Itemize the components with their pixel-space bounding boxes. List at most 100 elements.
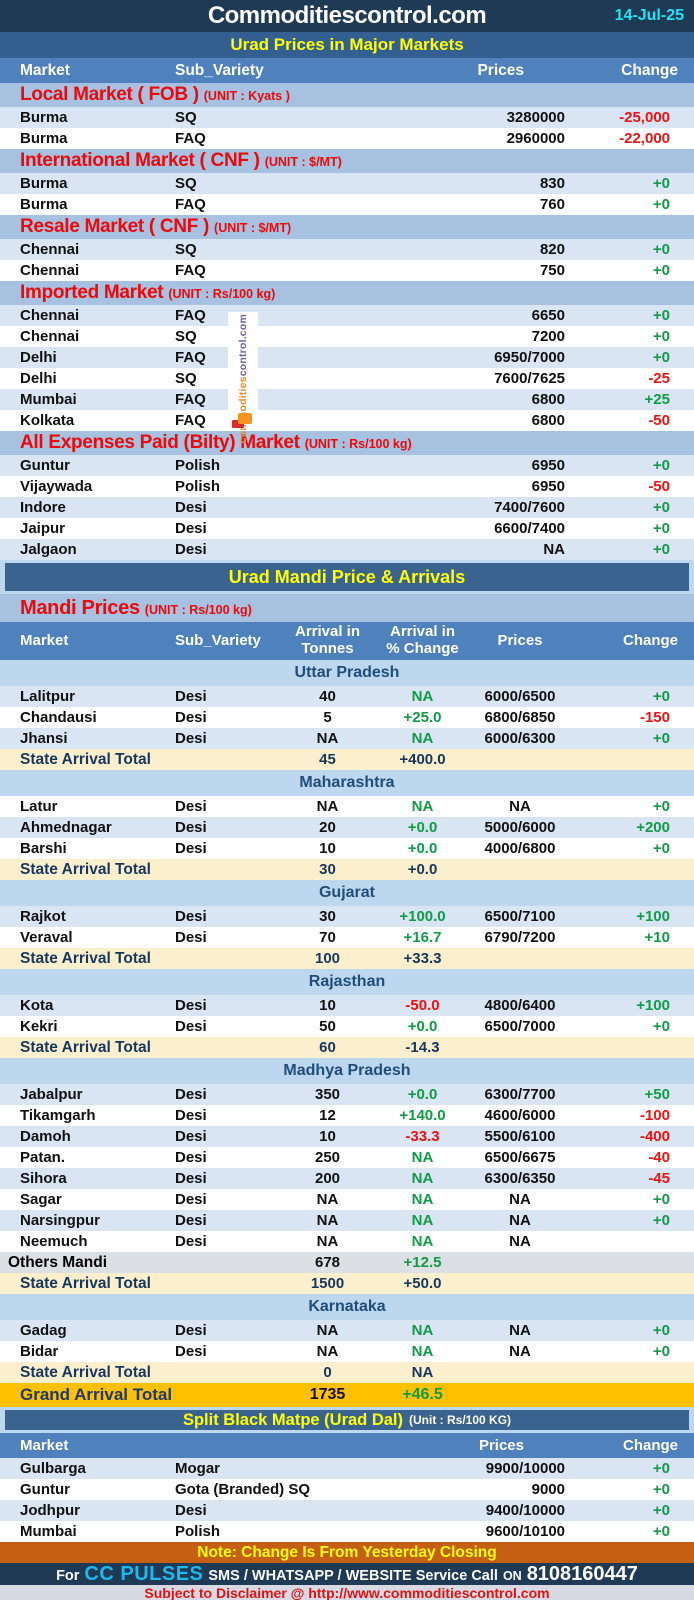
arrival-pct-cell: +25.0	[403, 709, 442, 726]
market-cell: Narsingpur	[20, 1212, 101, 1229]
price-cell: 4000/6800	[484, 840, 556, 857]
arrival-pct-cell: +50.0	[403, 1275, 442, 1292]
table-row: Gadag Desi NA NA NA +0	[0, 1320, 694, 1341]
market-cell: Neemuch	[20, 1233, 88, 1250]
matpe-column-header: Market Prices Change	[0, 1433, 694, 1458]
change-cell: +50	[644, 1086, 670, 1103]
market-cell: Kolkata	[20, 412, 75, 429]
mandi-column-header: Market Sub_Variety Arrival in Tonnes Arr…	[0, 622, 694, 660]
section-title: Imported Market	[20, 282, 164, 303]
report-date: 14-Jul-25	[614, 7, 684, 24]
change-cell: +0	[652, 499, 670, 516]
total-label: State Arrival Total	[20, 861, 151, 878]
sub-variety-cell: Desi	[175, 1343, 207, 1360]
table-row: Sihora Desi 200 NA 6300/6350 -45	[0, 1168, 694, 1189]
note-bar: Note: Change Is From Yesterday Closing	[0, 1542, 694, 1563]
section-unit: (UNIT : Rs/100 kg)	[168, 287, 276, 301]
change-cell: +0	[652, 1343, 670, 1360]
market-cell: Jhansi	[20, 730, 68, 747]
market-cell: Chandausi	[20, 709, 97, 726]
col-prices: Prices	[477, 61, 524, 79]
state-arrival-total-row: State Arrival Total 30 +0.0	[0, 859, 694, 880]
table-row: Gulbarga Mogar 9900/10000 +0	[0, 1458, 694, 1479]
sub-variety-cell: Desi	[175, 1128, 207, 1145]
table-row: Veraval Desi 70 +16.7 6790/7200 +10	[0, 927, 694, 948]
major-table-title-bar: Urad Prices in Major Markets	[0, 32, 694, 58]
arrival-pct-cell: NA	[411, 1364, 434, 1381]
state-arrival-total-row: State Arrival Total 60 -14.3	[0, 1037, 694, 1058]
matpe-title: Split Black Matpe (Urad Dal)	[182, 1410, 404, 1429]
change-cell: +0	[652, 1191, 670, 1208]
arrival-tonnes-cell: 30	[319, 861, 336, 878]
change-cell: +0	[652, 1460, 670, 1477]
state-arrival-total-row: State Arrival Total 0 NA	[0, 1362, 694, 1383]
sub-variety-cell: Desi	[175, 1502, 207, 1519]
watermark: commoditiescontrol.com	[228, 312, 258, 443]
price-cell: 9600/10100	[485, 1523, 565, 1540]
col-market: Market	[20, 61, 70, 79]
price-cell: 6500/6675	[484, 1149, 556, 1166]
matpe-table-body: Gulbarga Mogar 9900/10000 +0 Guntur Gota (Bra…	[0, 1458, 694, 1542]
market-cell: Gadag	[20, 1322, 67, 1339]
table-row: Vijaywada Polish 6950 -50	[0, 476, 694, 497]
mandi-title-bar: Urad Mandi Price & Arrivals	[0, 560, 694, 594]
col-change: Change	[621, 61, 678, 79]
market-cell: Delhi	[20, 349, 57, 366]
table-row: Delhi SQ 7600/7625 -25	[0, 368, 694, 389]
arrival-tonnes-cell: 60	[319, 1039, 336, 1056]
table-row: Jhansi Desi NA NA 6000/6300 +0	[0, 728, 694, 749]
change-cell: +100	[636, 997, 670, 1014]
disclaimer-link[interactable]: Subject to Disclaimer @ http://www.commo…	[144, 1585, 550, 1600]
market-cell: Chennai	[20, 262, 80, 279]
price-cell: 750	[539, 262, 565, 279]
change-cell: -40	[648, 1149, 670, 1166]
change-cell: +0	[652, 798, 670, 815]
arrival-tonnes-cell: 40	[319, 688, 336, 705]
cc-pulses-brand: CC PULSES	[84, 1563, 204, 1585]
service-for: For	[56, 1568, 80, 1584]
section-unit: (UNIT : Kyats )	[203, 89, 290, 103]
price-cell: 6300/7700	[484, 1086, 556, 1103]
sub-variety-cell: Desi	[175, 730, 207, 747]
arrival-tonnes-cell: NA	[316, 730, 339, 747]
section-title: International Market ( CNF )	[20, 150, 260, 171]
change-cell: +0	[652, 175, 670, 192]
table-row: Chennai SQ 7200 +0	[0, 326, 694, 347]
price-cell: 6950	[531, 457, 565, 474]
market-cell: Chennai	[20, 241, 80, 258]
watermark-logo-icon	[232, 420, 244, 428]
market-cell: Gulbarga	[20, 1460, 86, 1477]
arrival-tonnes-cell: 20	[319, 819, 336, 836]
price-cell: NA	[543, 541, 565, 558]
change-cell: -50	[648, 412, 670, 429]
arrival-tonnes-cell: 12	[319, 1107, 336, 1124]
arrival-pct-cell: NA	[411, 1212, 434, 1229]
col-prices: Prices	[478, 1437, 524, 1454]
arrival-pct-cell: +400.0	[399, 751, 446, 768]
sub-variety-cell: FAQ	[175, 391, 206, 408]
arrival-pct-cell: +0.0	[407, 1018, 438, 1035]
table-row: Sagar Desi NA NA NA +0	[0, 1189, 694, 1210]
price-cell: 6950	[531, 478, 565, 495]
market-cell: Indore	[20, 499, 66, 516]
sub-variety-cell: FAQ	[175, 412, 206, 429]
change-cell: -25,000	[619, 109, 670, 126]
total-label: State Arrival Total	[20, 950, 151, 967]
arrival-pct-cell: +0.0	[407, 840, 438, 857]
change-cell: -400	[639, 1128, 670, 1145]
arrival-pct-cell: +0.0	[407, 1086, 438, 1103]
market-cell: Veraval	[20, 929, 73, 946]
major-table-body: Local Market ( FOB ) (UNIT : Kyats ) Burma…	[0, 83, 694, 560]
grand-arrival-total-row: Grand Arrival Total 1735 +46.5	[0, 1383, 694, 1407]
market-cell: Barshi	[20, 840, 67, 857]
col-arrival-tonnes: Arrival in Tonnes	[294, 623, 361, 657]
table-row: Mumbai Polish 9600/10100 +0	[0, 1521, 694, 1542]
price-cell: 6800/6850	[484, 709, 556, 726]
section-title: Local Market ( FOB )	[20, 84, 199, 105]
sub-variety-cell: Desi	[175, 798, 207, 815]
market-cell: Chennai	[20, 307, 80, 324]
watermark-logo-icon	[238, 413, 252, 424]
market-cell: Jabalpur	[20, 1086, 83, 1103]
sub-variety-cell: Mogar	[175, 1460, 220, 1477]
table-row: Jabalpur Desi 350 +0.0 6300/7700 +50	[0, 1084, 694, 1105]
